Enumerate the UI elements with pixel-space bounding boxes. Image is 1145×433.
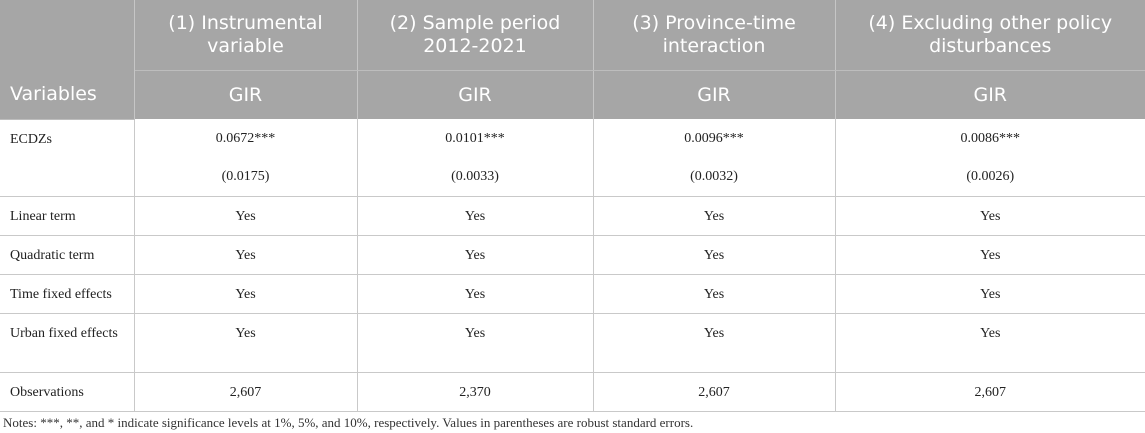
table-cell: Yes	[357, 235, 594, 274]
table-cell: 2,370	[357, 372, 594, 411]
table-cell: 2,607	[593, 372, 836, 411]
table-cell: Yes	[134, 196, 358, 235]
table-body: ECDZs 0.0672*** 0.0101*** 0.0096*** 0.00…	[0, 119, 1145, 411]
table-cell: Yes	[134, 274, 358, 313]
standard-error-cell: (0.0032)	[593, 158, 836, 196]
table-row-standard-errors: (0.0175) (0.0033) (0.0032) (0.0026)	[0, 158, 1145, 196]
table-cell: Yes	[357, 313, 594, 372]
dependent-variable-1: GIR	[134, 70, 358, 119]
column-title-4: (4) Excluding other policy disturbances	[835, 0, 1145, 71]
table-cell: Yes	[980, 208, 1001, 224]
table-cell: Yes	[593, 235, 836, 274]
table-row-observations: Observations 2,607 2,370 2,607 2,607	[0, 372, 1145, 411]
header-row-depvar: GIR GIR GIR GIR	[0, 70, 1145, 119]
row-label-urban-fixed-effects: Urban fixed effects	[0, 313, 135, 372]
variables-header: Variables	[0, 0, 135, 120]
dependent-variable-2: GIR	[357, 70, 594, 119]
table-row-ecdzs: ECDZs 0.0672*** 0.0101*** 0.0096*** 0.00…	[0, 119, 1145, 196]
row-label-time-fixed-effects: Time fixed effects	[0, 274, 135, 313]
table-cell: Yes	[357, 196, 594, 235]
header-row-titles: Variables (1) Instrumental variable (2) …	[0, 0, 1145, 120]
table-cell: Yes	[593, 274, 836, 313]
standard-error-cell: (0.0026)	[966, 169, 1015, 184]
table-cell: Yes	[593, 196, 836, 235]
table-cell: Yes	[980, 325, 1001, 341]
table-cell: Yes	[134, 235, 358, 274]
table-cell: Yes	[593, 313, 836, 372]
column-title-1: (1) Instrumental variable	[134, 0, 358, 71]
coefficient-cell: 0.0672***	[134, 119, 358, 158]
dependent-variable-3: GIR	[593, 70, 836, 119]
standard-error-cell: (0.0033)	[357, 158, 594, 196]
table-cell: Yes	[980, 247, 1001, 263]
table-cell: Yes	[980, 286, 1001, 302]
table-row-urban-fixed-effects: Urban fixed effects Yes Yes Yes Yes	[0, 313, 1145, 372]
table-cell: 2,607	[974, 384, 1007, 400]
table-row-quadratic-term: Quadratic term Yes Yes Yes Yes	[0, 235, 1145, 274]
row-label-observations: Observations	[0, 372, 135, 411]
column-title-3: (3) Province-time interaction	[593, 0, 836, 71]
coefficient-cell: 0.0086***	[960, 131, 1021, 146]
table-row-time-fixed-effects: Time fixed effects Yes Yes Yes Yes	[0, 274, 1145, 313]
column-title-2: (2) Sample period 2012-2021	[357, 0, 594, 71]
row-label-ecdzs: ECDZs	[0, 119, 135, 196]
standard-error-cell: (0.0175)	[134, 158, 358, 196]
row-label-linear-term: Linear term	[0, 196, 135, 235]
table-cell: 2,607	[134, 372, 358, 411]
coefficient-cell: 0.0101***	[357, 119, 594, 158]
table-cell: Yes	[357, 274, 594, 313]
dependent-variable-4: GIR	[835, 70, 1145, 119]
row-label-quadratic-term: Quadratic term	[0, 235, 135, 274]
coefficient-cell: 0.0096***	[593, 119, 836, 158]
table-notes: Notes: ***, **, and * indicate significa…	[3, 415, 694, 430]
table-cell: Yes	[134, 313, 358, 372]
table-header: Variables (1) Instrumental variable (2) …	[0, 0, 1145, 120]
regression-results-table: Variables (1) Instrumental variable (2) …	[0, 0, 1145, 411]
table-row-linear-term: Linear term Yes Yes Yes Yes	[0, 196, 1145, 235]
